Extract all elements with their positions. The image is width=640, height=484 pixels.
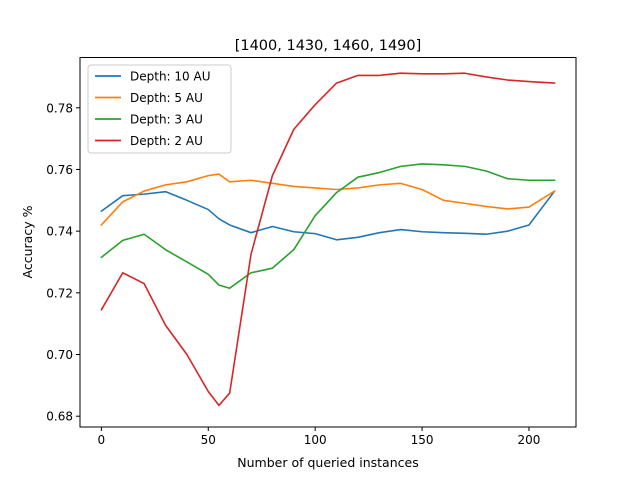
chart-title: [1400, 1430, 1460, 1490] [235,38,422,54]
x-tick-label: 150 [411,433,434,447]
legend-label: Depth: 2 AU [130,134,203,148]
plot-frame [79,57,577,428]
series-line-3 [100,163,556,290]
legend-label: Depth: 5 AU [130,91,203,105]
legend-box [87,64,232,154]
y-tick-label: 0.76 [46,163,73,177]
legend-label: Depth: 10 AU [130,70,210,84]
x-tick-label: 100 [304,433,327,447]
x-axis-label: Number of queried instances [237,455,418,470]
y-tick-label: 0.70 [46,348,73,362]
series-line-1 [100,190,556,241]
series-line-4 [100,72,556,407]
x-tick-label: 0 [98,433,106,447]
legend-label: Depth: 3 AU [130,113,203,127]
x-tick-label: 200 [518,433,541,447]
legend: Depth: 10 AU Depth: 5 AU Depth: 3 AU Depth:… [87,64,232,154]
y-tick-label: 0.74 [46,225,73,239]
y-axis-label: Accuracy % [20,205,35,278]
series-lines [100,72,556,407]
y-axis-ticks: 0.68 0.70 0.72 0.74 0.76 0.78 [46,101,80,424]
y-tick-label: 0.72 [46,286,73,300]
y-tick-label: 0.78 [46,101,73,115]
x-tick-label: 50 [201,433,216,447]
y-tick-label: 0.68 [46,410,73,424]
series-line-2 [100,173,556,226]
x-axis-ticks: 0 50 100 150 200 [98,427,541,447]
